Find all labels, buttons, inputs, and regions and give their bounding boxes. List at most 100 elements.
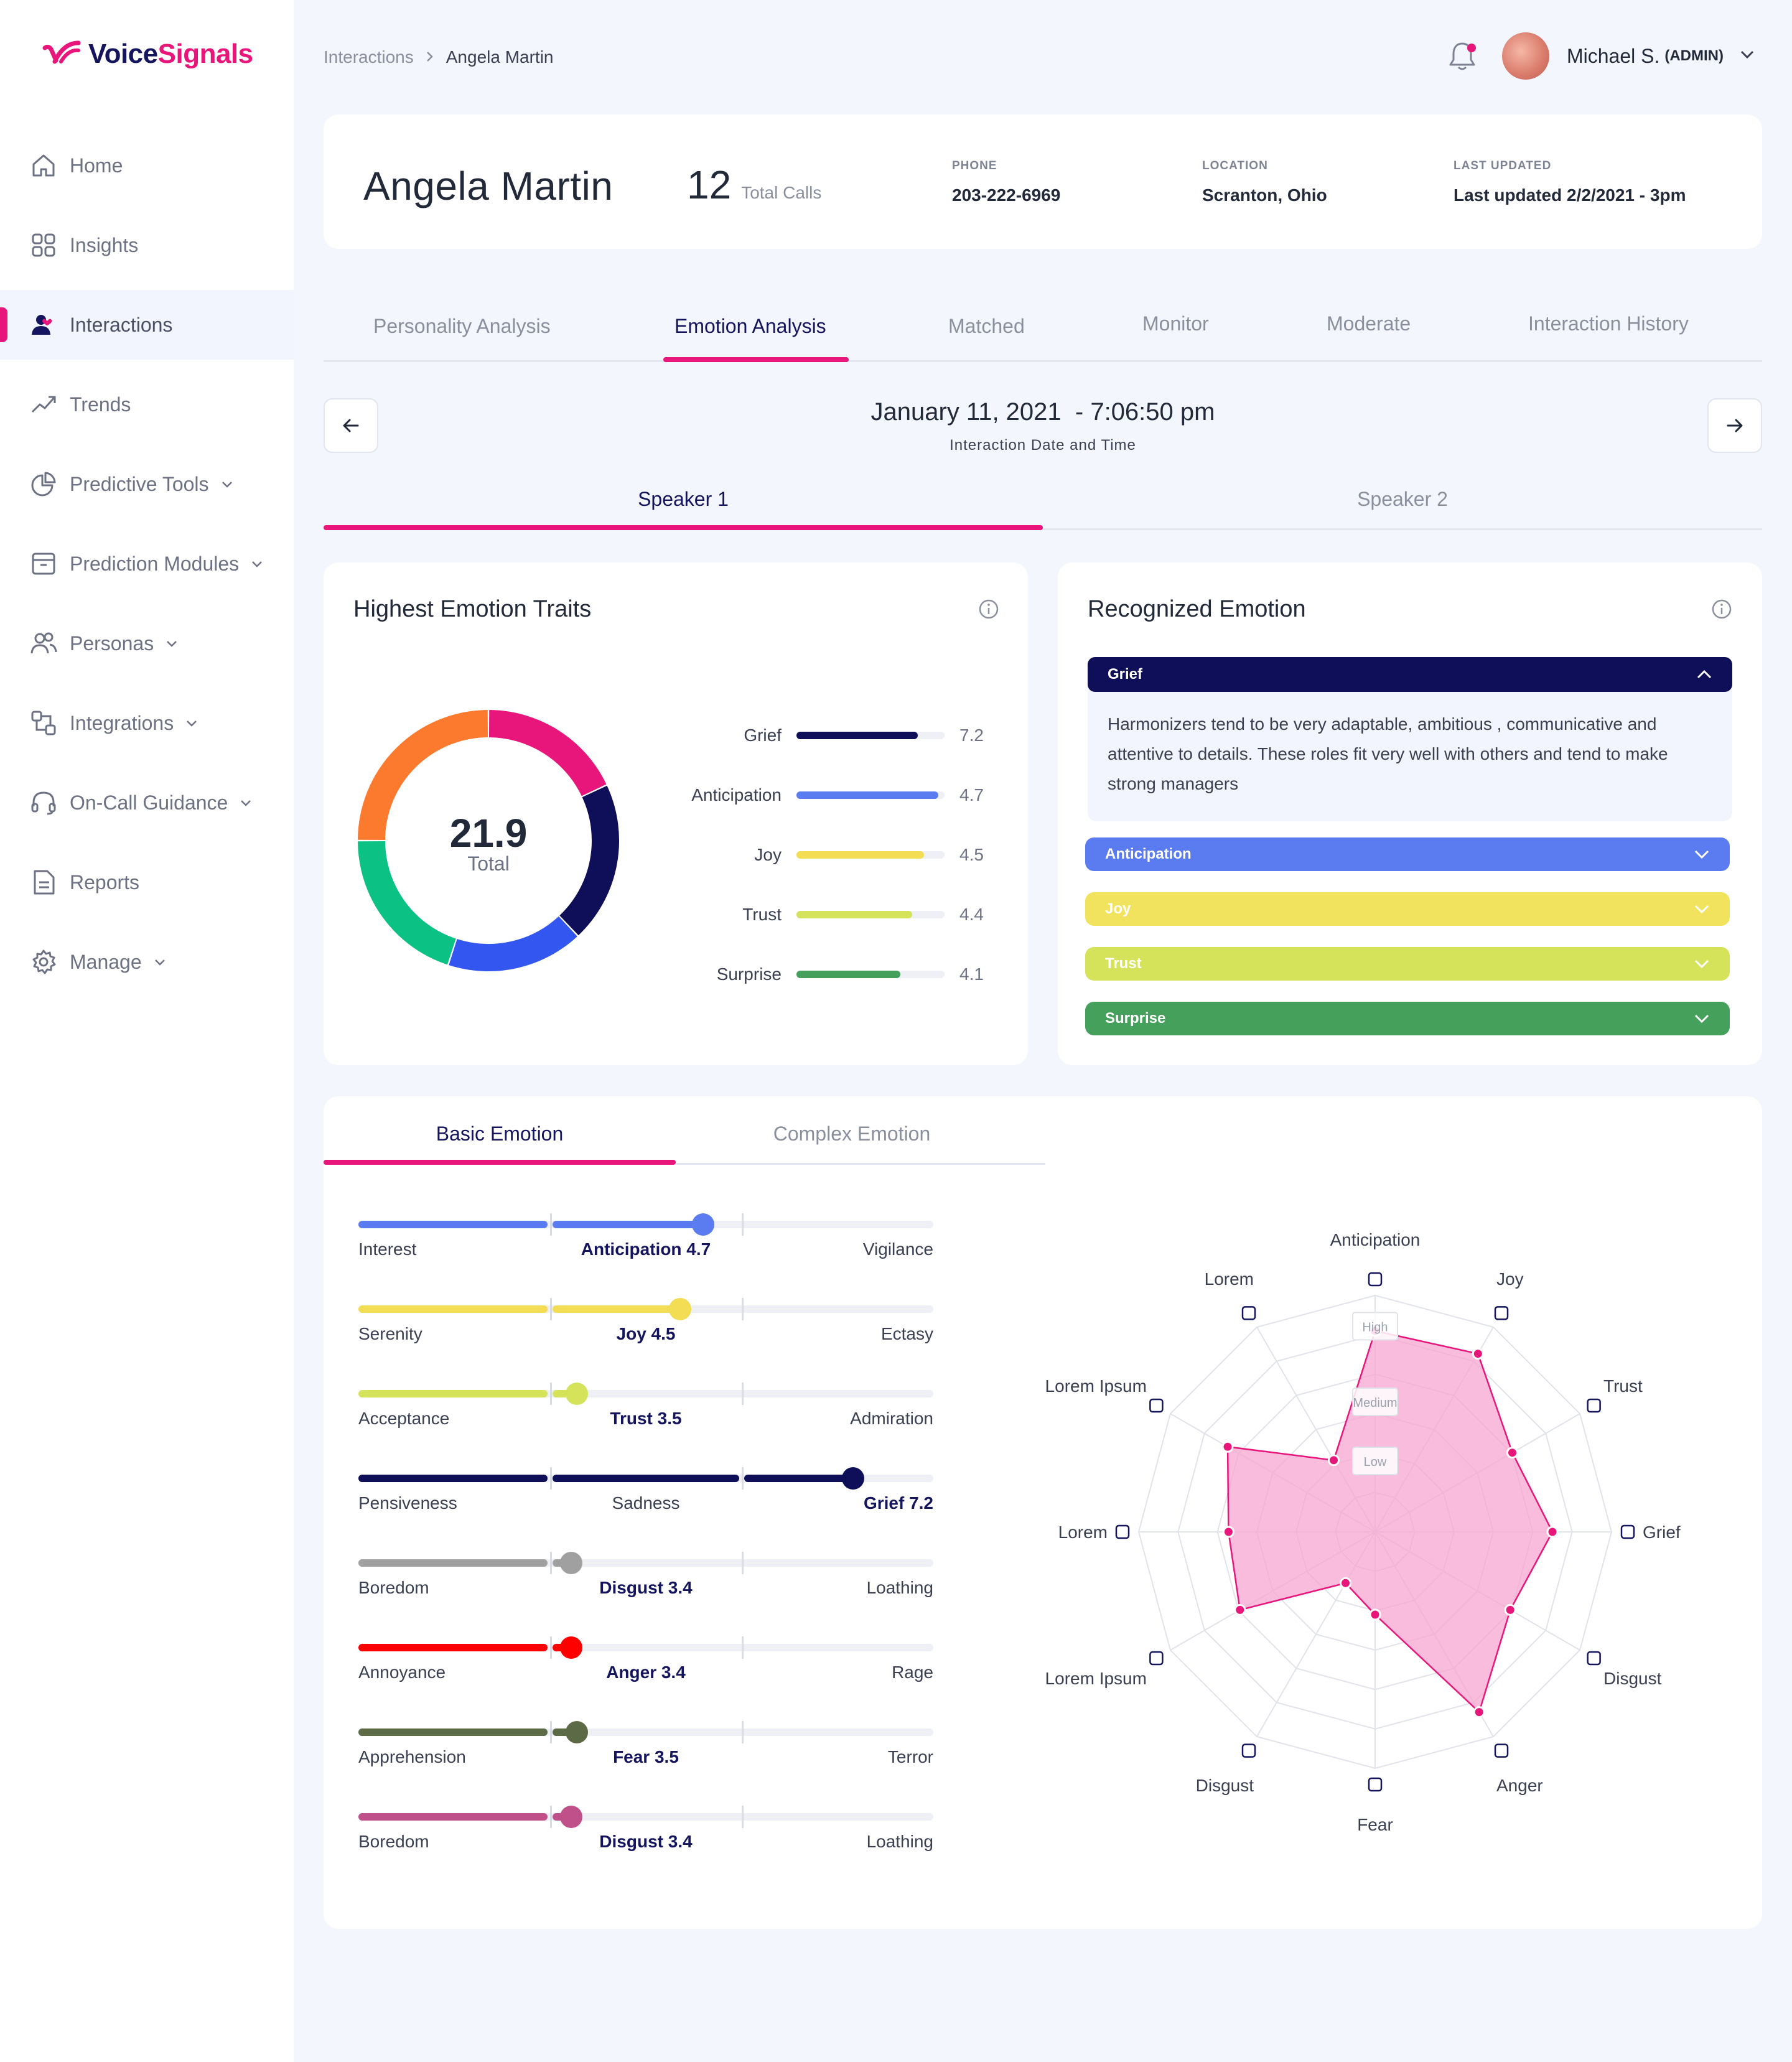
radar-axis-marker[interactable]: [1587, 1651, 1601, 1666]
slider-mid-label: Disgust 3.4: [599, 1578, 693, 1597]
radar-point: [1221, 1440, 1234, 1453]
trait-row-surprise: Surprise 4.1: [672, 962, 1008, 987]
slider-knob[interactable]: [566, 1721, 589, 1743]
sidebar-item-on-call-guidance[interactable]: On-Call Guidance: [0, 768, 294, 837]
sidebar-item-label: Manage: [70, 950, 142, 973]
slider-knob[interactable]: [692, 1213, 715, 1236]
sidebar-item-integrations[interactable]: Integrations: [0, 688, 294, 758]
sidebar-item-personas[interactable]: Personas: [0, 609, 294, 678]
slider-bar[interactable]: [358, 1383, 933, 1405]
last-updated-label: LAST UPDATED: [1454, 159, 1552, 172]
radar-axis-marker[interactable]: [1241, 1743, 1256, 1758]
radar-axis-marker[interactable]: [1115, 1524, 1130, 1539]
radar-axis-marker[interactable]: [1149, 1651, 1164, 1666]
recognized-title: Recognized Emotion: [1088, 596, 1306, 622]
chevron-up-icon: [1697, 669, 1712, 679]
chevron-down-icon: [187, 721, 197, 727]
accordion-grief-header[interactable]: Grief: [1088, 657, 1732, 692]
accordion-trust[interactable]: Trust: [1085, 947, 1730, 981]
tab-moderate[interactable]: Moderate: [1327, 312, 1411, 335]
sidebar-item-prediction-modules[interactable]: Prediction Modules: [0, 529, 294, 599]
phone-value: 203-222-6969: [952, 185, 1061, 205]
tab-interaction-history[interactable]: Interaction History: [1528, 312, 1689, 335]
sidebar-item-label: Prediction Modules: [70, 552, 240, 575]
slider-bar[interactable]: [358, 1213, 933, 1236]
avatar[interactable]: [1501, 32, 1549, 80]
sidebar-item-trends[interactable]: Trends: [0, 370, 294, 439]
radar-axis-marker[interactable]: [1494, 1743, 1509, 1758]
slider-knob[interactable]: [559, 1636, 582, 1659]
contact-header-card: Angela Martin 12 Total Calls PHONE 203-2…: [324, 114, 1762, 249]
slider-knob[interactable]: [559, 1806, 582, 1828]
radar-axis-marker[interactable]: [1149, 1398, 1164, 1413]
info-icon[interactable]: [1711, 599, 1732, 620]
integrations-icon: [31, 711, 56, 735]
radar-axis-marker[interactable]: [1494, 1306, 1509, 1320]
trait-bar-track: [796, 911, 945, 918]
sidebar-item-home[interactable]: Home: [0, 131, 294, 200]
tab-speaker-1[interactable]: Speaker 1: [638, 488, 729, 510]
slider-knob[interactable]: [669, 1298, 692, 1320]
accordion-joy[interactable]: Joy: [1085, 892, 1730, 926]
radar-level-box: [1352, 1447, 1398, 1475]
trait-bar-fill: [796, 851, 924, 859]
user-name[interactable]: Michael S.: [1566, 44, 1660, 67]
sidebar-item-label: Predictive Tools: [70, 472, 209, 495]
tab-matched[interactable]: Matched: [948, 315, 1025, 337]
tab-complex-emotion[interactable]: Complex Emotion: [773, 1122, 931, 1145]
slider-fill: [744, 1475, 853, 1482]
radar-level-label: Low: [1364, 1455, 1387, 1469]
slider-bar[interactable]: [358, 1806, 933, 1828]
sidebar-item-insights[interactable]: Insights: [0, 210, 294, 280]
phone-field: PHONE 203-222-6969: [952, 159, 1060, 205]
tab-basic-emotion[interactable]: Basic Emotion: [436, 1122, 564, 1145]
radar-axis-marker[interactable]: [1620, 1524, 1635, 1539]
tab-personality-analysis[interactable]: Personality Analysis: [373, 315, 551, 337]
sidebar-item-interactions[interactable]: Interactions: [0, 290, 294, 360]
logo[interactable]: VoiceSignals: [42, 39, 253, 70]
slider-tick: [742, 1806, 744, 1828]
radar-axis-marker[interactable]: [1587, 1398, 1601, 1413]
slider-knob[interactable]: [559, 1552, 582, 1574]
sidebar-item-reports[interactable]: Reports: [0, 847, 294, 917]
slider-tick: [550, 1298, 552, 1320]
donut-segment-pink: [488, 710, 607, 796]
breadcrumb-parent[interactable]: Interactions: [324, 47, 414, 67]
slider-bar[interactable]: [358, 1721, 933, 1743]
emotion-slider: Boredom Disgust 3.4 Loathing: [358, 1552, 933, 1603]
slider-mid-label: Sadness: [612, 1493, 680, 1513]
sidebar-item-predictive-tools[interactable]: Predictive Tools: [0, 449, 294, 519]
slider-bar[interactable]: [358, 1636, 933, 1659]
slider-tick: [742, 1636, 744, 1659]
slider-bar[interactable]: [358, 1552, 933, 1574]
radar-level-box: [1352, 1312, 1398, 1341]
notification-bell-icon[interactable]: [1445, 39, 1480, 73]
radar-point: [1472, 1348, 1484, 1360]
slider-knob[interactable]: [841, 1467, 864, 1490]
tab-speaker-2[interactable]: Speaker 2: [1357, 488, 1448, 510]
tab-monitor[interactable]: Monitor: [1142, 312, 1209, 335]
info-icon[interactable]: [978, 599, 999, 620]
recognized-emotion-card: Recognized Emotion Grief Harmonizers ten…: [1058, 562, 1762, 1065]
accordion-surprise[interactable]: Surprise: [1085, 1002, 1730, 1035]
slider-fill: [553, 1475, 739, 1482]
tab-emotion-analysis[interactable]: Emotion Analysis: [674, 315, 826, 337]
slider-knob[interactable]: [566, 1383, 589, 1405]
slider-bar[interactable]: [358, 1467, 933, 1490]
radar-axis-label: Fear: [1357, 1815, 1393, 1834]
sidebar-item-label: Personas: [70, 632, 154, 655]
slider-bar[interactable]: [358, 1298, 933, 1320]
slider-mid-label: Trust 3.5: [610, 1409, 682, 1428]
accordion-anticipation[interactable]: Anticipation: [1085, 837, 1730, 871]
slider-left-label: Interest: [358, 1239, 417, 1259]
user-menu-chevron-down-icon[interactable]: [1740, 50, 1755, 63]
radar-axis-marker[interactable]: [1368, 1272, 1383, 1287]
donut-segment-navy: [559, 785, 619, 936]
radar-axis-marker[interactable]: [1241, 1306, 1256, 1320]
slider-right-label: Rage: [892, 1663, 933, 1682]
radar-level-box: [1352, 1388, 1398, 1416]
next-interaction-button[interactable]: [1707, 398, 1762, 453]
sidebar-item-manage[interactable]: Manage: [0, 927, 294, 997]
previous-interaction-button[interactable]: [324, 398, 378, 453]
radar-axis-marker[interactable]: [1368, 1777, 1383, 1792]
